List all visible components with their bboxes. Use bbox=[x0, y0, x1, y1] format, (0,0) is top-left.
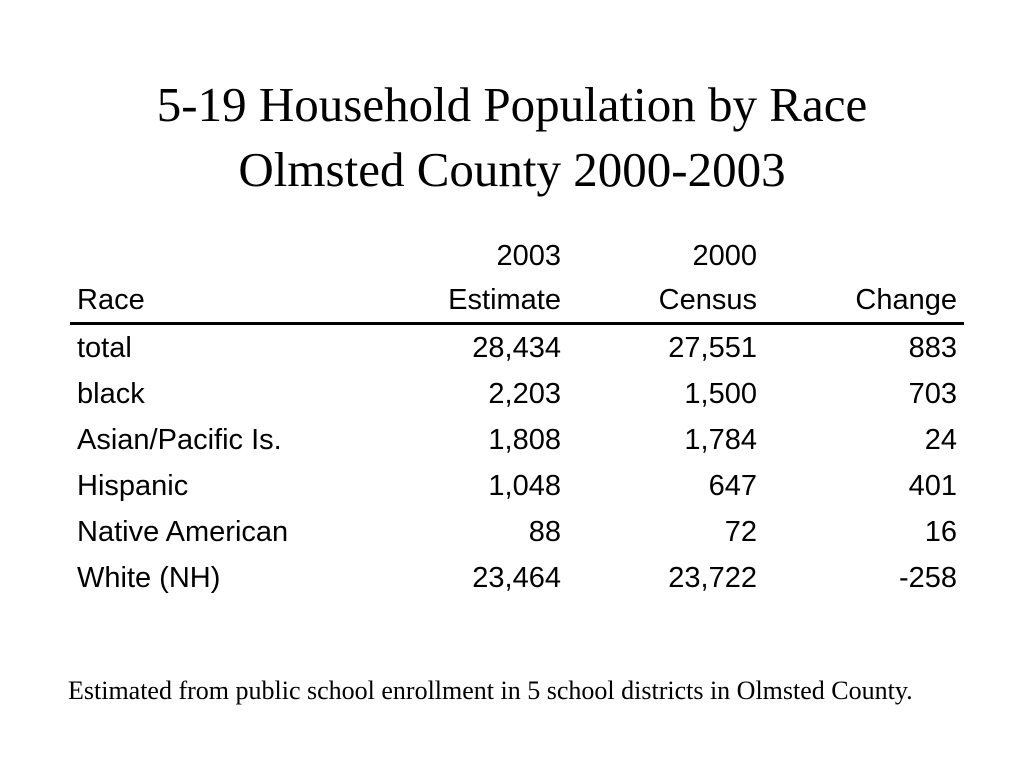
slide-title: 5-19 Household Population by Race Olmste… bbox=[0, 72, 1024, 202]
table-row: Native American 88 72 16 bbox=[70, 509, 964, 555]
table-header-row-top: 2003 2000 bbox=[70, 234, 964, 278]
estimate-cell: 23,464 bbox=[472, 562, 561, 594]
census-cell: 27,551 bbox=[668, 332, 757, 364]
table-row: Hispanic 1,048 647 401 bbox=[70, 463, 964, 509]
table-row: total 28,434 27,551 883 bbox=[70, 324, 964, 372]
change-cell: 401 bbox=[908, 470, 957, 502]
header-cell: Change bbox=[764, 278, 964, 325]
population-table: 2003 2000 Race Estimate Census Change to… bbox=[70, 234, 964, 601]
change-cell: 703 bbox=[908, 378, 957, 410]
table-header-row-bottom: Race Estimate Census Change bbox=[70, 278, 964, 325]
census-cell: 72 bbox=[724, 516, 757, 548]
header-cell bbox=[70, 234, 366, 278]
race-cell: Asian/Pacific Is. bbox=[77, 424, 282, 456]
change-cell: -258 bbox=[898, 562, 957, 594]
census-cell: 1,784 bbox=[684, 424, 757, 456]
table-row: Asian/Pacific Is. 1,808 1,784 24 bbox=[70, 417, 964, 463]
census-cell: 647 bbox=[708, 470, 757, 502]
change-cell: 24 bbox=[924, 424, 957, 456]
estimate-cell: 1,048 bbox=[488, 470, 561, 502]
race-cell: Hispanic bbox=[77, 470, 189, 502]
race-cell: White (NH) bbox=[77, 562, 221, 594]
header-cell: 2000 bbox=[692, 240, 757, 272]
header-cell bbox=[764, 234, 964, 278]
race-cell: total bbox=[77, 332, 132, 364]
race-cell: black bbox=[77, 378, 145, 410]
estimate-cell: 1,808 bbox=[488, 424, 561, 456]
title-line-1: 5-19 Household Population by Race bbox=[156, 77, 868, 132]
table-row: White (NH) 23,464 23,722 -258 bbox=[70, 555, 964, 601]
estimate-cell: 28,434 bbox=[472, 332, 561, 364]
race-cell: Native American bbox=[77, 516, 289, 548]
title-line-2: Olmsted County 2000-2003 bbox=[238, 142, 786, 197]
census-cell: 1,500 bbox=[684, 378, 757, 410]
estimate-cell: 2,203 bbox=[488, 378, 561, 410]
table-row: black 2,203 1,500 703 bbox=[70, 371, 964, 417]
change-cell: 883 bbox=[908, 332, 957, 364]
footnote: Estimated from public school enrollment … bbox=[68, 676, 913, 705]
header-cell: Estimate bbox=[366, 278, 568, 325]
header-cell: 2003 bbox=[496, 240, 561, 272]
header-cell: Race bbox=[70, 278, 366, 325]
estimate-cell: 88 bbox=[528, 516, 561, 548]
change-cell: 16 bbox=[924, 516, 957, 548]
header-cell: Census bbox=[568, 278, 764, 325]
census-cell: 23,722 bbox=[668, 562, 757, 594]
